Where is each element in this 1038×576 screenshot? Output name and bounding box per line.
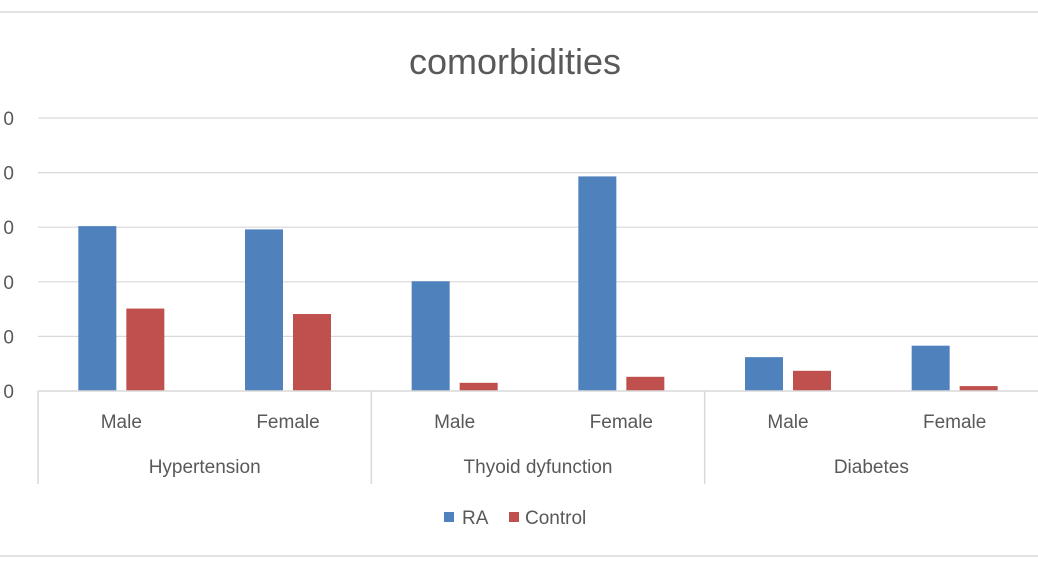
bar-ra-4 bbox=[745, 357, 783, 391]
legend: RA Control bbox=[444, 508, 586, 529]
legend-swatch-ra bbox=[444, 512, 454, 522]
bar-control-3 bbox=[626, 376, 665, 391]
x-category-label: Male bbox=[101, 412, 142, 433]
y-tick-label: 0 bbox=[3, 218, 14, 239]
y-tick-label: 0 bbox=[3, 109, 14, 130]
x-category-label: Female bbox=[256, 412, 319, 433]
y-tick-labels: 0 0 0 0 0 0 bbox=[3, 109, 14, 403]
bar-ra-0 bbox=[78, 226, 117, 391]
legend-label-control: Control bbox=[525, 508, 586, 529]
x-category-label: Female bbox=[923, 412, 986, 433]
y-tick-label: 0 bbox=[3, 164, 14, 185]
legend-label-ra: RA bbox=[462, 508, 489, 529]
x-group-label: Diabetes bbox=[834, 457, 909, 478]
y-tick-label: 0 bbox=[3, 273, 14, 294]
bar-control-1 bbox=[293, 314, 331, 391]
x-axis: Male Female Male Female Male Female Hypertensi… bbox=[37, 390, 1038, 484]
x-group-label: Hypertension bbox=[149, 457, 261, 478]
bar-ra-3 bbox=[578, 176, 617, 391]
bar-control-2 bbox=[459, 382, 498, 391]
x-category-label: Male bbox=[434, 412, 475, 433]
x-group-label: Thyoid dyfunction bbox=[464, 457, 613, 478]
bars bbox=[78, 176, 998, 391]
bar-ra-5 bbox=[911, 345, 950, 391]
bar-ra-2 bbox=[411, 281, 450, 391]
bar-control-4 bbox=[793, 370, 831, 391]
gridlines bbox=[38, 117, 1038, 337]
legend-swatch-control bbox=[509, 512, 519, 522]
y-tick-label: 0 bbox=[3, 382, 14, 403]
x-category-label: Female bbox=[590, 412, 653, 433]
bar-ra-1 bbox=[245, 229, 283, 391]
y-tick-label: 0 bbox=[3, 327, 14, 348]
chart-title: comorbidities bbox=[409, 41, 621, 82]
x-category-label: Male bbox=[767, 412, 808, 433]
bar-control-5 bbox=[959, 386, 998, 391]
bar-control-0 bbox=[126, 308, 165, 391]
